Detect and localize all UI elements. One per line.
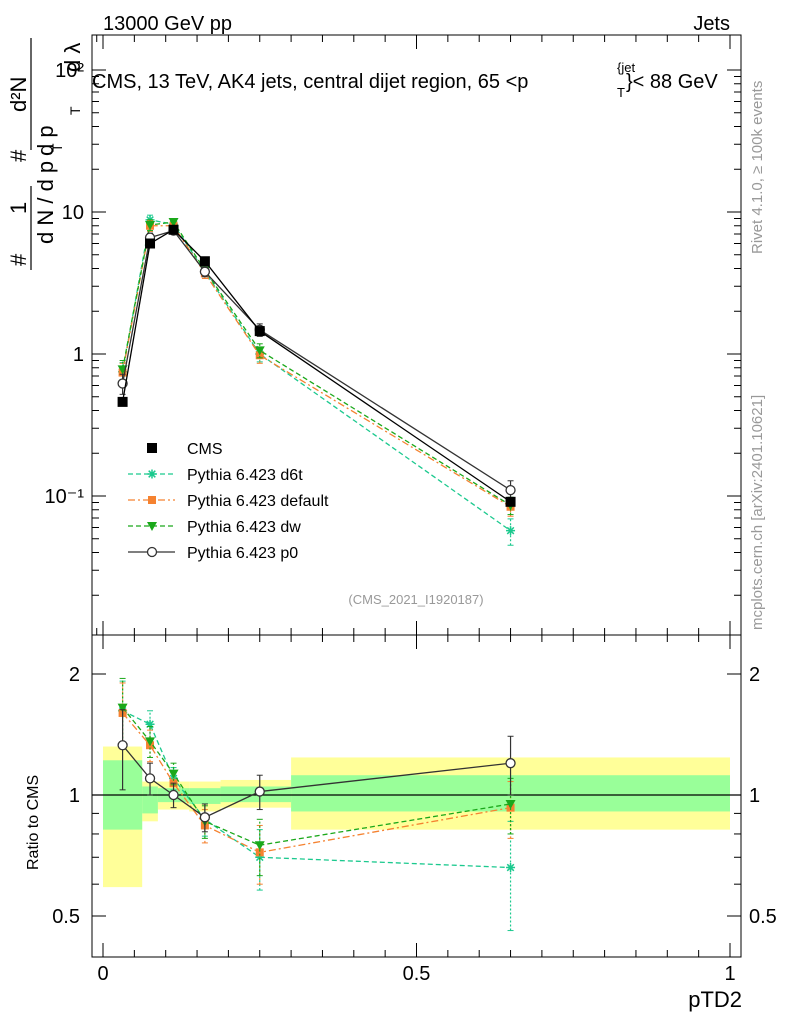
ratio-point-pythia-6-423-dw xyxy=(168,769,179,779)
ratio-ytick-label-left: 2 xyxy=(69,664,80,686)
main-point-cms xyxy=(254,326,265,337)
header-right-label: Jets xyxy=(693,13,730,35)
ratio-xtick-label: 0.5 xyxy=(403,963,431,985)
legend-label: CMS xyxy=(187,441,223,458)
ratio-uncertainty-bands xyxy=(92,746,741,888)
ratio-ylabel: Ratio to CMS xyxy=(25,775,42,870)
ratio-ytick-label-right: 0.5 xyxy=(749,906,777,928)
plot-title-prefix: CMS, 13 TeV, AK4 jets, central dijet reg… xyxy=(92,71,528,93)
legend-marker xyxy=(148,496,156,504)
ylabel-one: 1 xyxy=(6,202,31,214)
main-point-pythia-6-423-dw xyxy=(168,218,179,228)
ratio-point-pythia-6-423-dw xyxy=(254,841,265,851)
main-ytick-label: 10⁻¹ xyxy=(45,486,85,508)
main-ytick-label: 10² xyxy=(55,60,84,82)
ratio-line-pythia-6-423-default xyxy=(122,712,511,854)
ratio-point-pythia-6-423-dw xyxy=(117,703,128,713)
main-ytick-label: 1 xyxy=(73,344,84,366)
main-point-cms xyxy=(168,224,179,235)
ratio-xlabel: pTD2 xyxy=(688,987,742,1012)
main-point-pythia-6-423-d6t xyxy=(506,526,516,536)
ratio-ytick-label-right: 1 xyxy=(749,785,760,807)
ratio-point-pythia-6-423-p0 xyxy=(254,786,265,797)
main-ylabel: # 1 d N / d p T # d p T d²N d λ xyxy=(6,38,85,270)
plot-title-sup: {jet xyxy=(617,60,635,75)
ylabel-dp: d p xyxy=(33,125,58,156)
main-line-pythia-6-423-dw xyxy=(121,221,511,506)
main-point-cms xyxy=(199,256,210,267)
rivet-version-label: Rivet 4.1.0, ≥ 100k events xyxy=(749,81,766,254)
main-axis-ticks: 10⁻¹ 1 10 10² xyxy=(45,35,741,635)
legend-label: Pythia 6.423 dw xyxy=(187,519,301,536)
mcplots-label: mcplots.cern.ch [arXiv:2401.10621] xyxy=(749,395,766,630)
main-point-pythia-6-423-p0 xyxy=(199,266,211,277)
main-line-pythia-6-423-p0 xyxy=(121,229,511,491)
legend: CMS Pythia 6.423 d6t Pythia 6.423 default P… xyxy=(128,441,329,562)
ratio-point-pythia-6-423-dw xyxy=(145,737,156,747)
ratio-point-pythia-6-423-p0 xyxy=(144,773,156,784)
ratio-point-pythia-6-423-p0 xyxy=(505,758,516,769)
main-line-cms xyxy=(121,228,511,503)
main-line-pythia-6-423-d6t xyxy=(121,219,511,532)
ratio-point-pythia-6-423-p0 xyxy=(168,789,179,801)
main-point-pythia-6-423-dw xyxy=(254,346,265,356)
analysis-watermark: (CMS_2021_I1920187) xyxy=(348,592,483,607)
ratio-ytick-label-left: 1 xyxy=(69,785,80,807)
ylabel-hash-1: # xyxy=(6,253,31,266)
header-left-label: 13000 GeV pp xyxy=(103,13,232,35)
main-ytick-label: 10 xyxy=(62,202,84,224)
ratio-point-pythia-6-423-p0 xyxy=(117,740,128,751)
ratio-point-pythia-6-423-p0 xyxy=(199,812,211,823)
ylabel-dN-over: d N / d p xyxy=(33,161,58,244)
ylabel-hash-2: # xyxy=(6,149,31,162)
legend-label: Pythia 6.423 p0 xyxy=(187,545,298,562)
plot-title: CMS, 13 TeV, AK4 jets, central dijet reg… xyxy=(92,71,528,93)
ratio-line-pythia-6-423-dw xyxy=(122,707,511,846)
ratio-line-pythia-6-423-p0 xyxy=(122,744,511,819)
main-plot-data xyxy=(117,214,516,546)
ylabel-dlambda: d λ xyxy=(60,43,85,72)
legend-marker xyxy=(147,469,157,479)
legend-marker xyxy=(147,522,157,531)
plot-title-suffix: }< 88 GeV xyxy=(626,71,718,93)
main-point-pythia-6-423-p0 xyxy=(505,484,516,496)
ratio-point-pythia-6-423-d6t xyxy=(145,719,155,729)
ylabel-d2N: d²N xyxy=(6,77,31,112)
ratio-point-pythia-6-423-d6t xyxy=(255,852,265,862)
main-point-cms xyxy=(117,396,128,407)
ylabel-T-1: T xyxy=(49,143,65,152)
ratio-band-green xyxy=(142,786,158,814)
ylabel-T-2: T xyxy=(67,106,83,115)
ratio-ytick-label-right: 2 xyxy=(749,664,760,686)
ratio-band-green xyxy=(189,788,221,804)
legend-label: Pythia 6.423 d6t xyxy=(187,467,303,484)
plot-title-sub: T xyxy=(617,85,625,100)
ratio-xtick-label: 0 xyxy=(97,963,108,985)
legend-label: Pythia 6.423 default xyxy=(187,493,329,510)
ratio-xtick-label: 1 xyxy=(724,963,735,985)
ratio-ytick-label-left: 0.5 xyxy=(52,906,80,928)
main-point-cms xyxy=(505,496,516,507)
ratio-point-pythia-6-423-d6t xyxy=(506,863,516,873)
ratio-axis-ticks: 0.5 0.5 1 1 2 2 0 0.5 1 xyxy=(52,635,777,985)
ratio-plot-data xyxy=(117,677,516,932)
ratio-line-pythia-6-423-d6t xyxy=(122,710,511,869)
legend-marker xyxy=(146,546,158,558)
ratio-point-pythia-6-423-dw xyxy=(505,799,516,809)
main-point-cms xyxy=(145,238,156,249)
ratio-point-pythia-6-423-default xyxy=(255,848,264,857)
legend-marker xyxy=(147,443,157,453)
main-point-pythia-6-423-dw xyxy=(145,220,156,230)
